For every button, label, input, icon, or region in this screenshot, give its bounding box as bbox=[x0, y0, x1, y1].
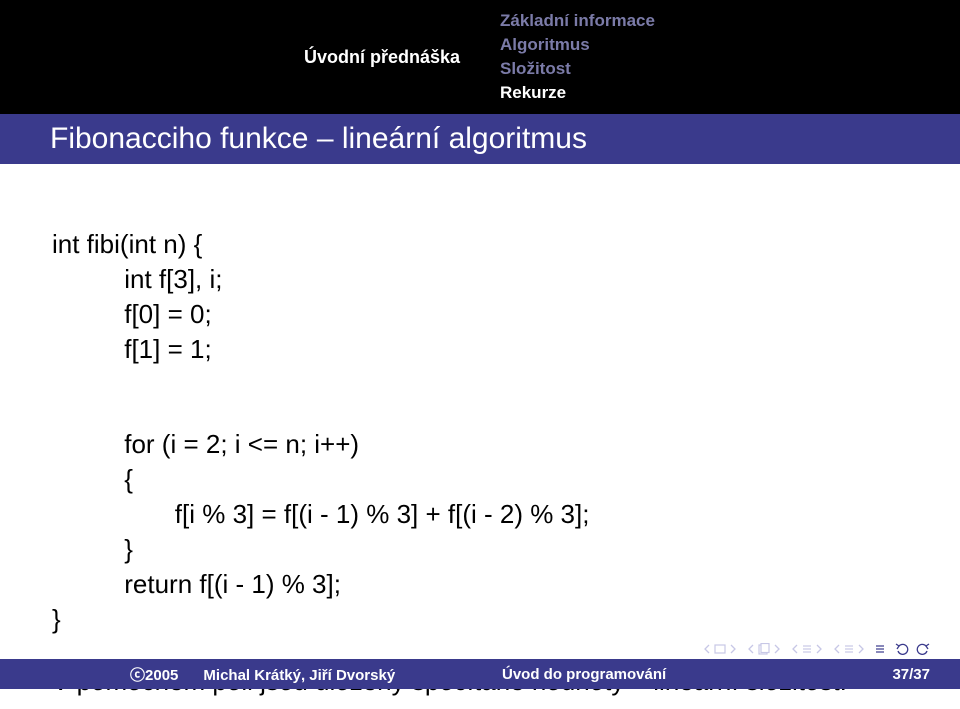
nav-doc-icon bbox=[758, 643, 770, 655]
slide-title: Fibonacciho funkce – lineární algoritmus bbox=[50, 122, 587, 156]
breadcrumb-item-active: Rekurze bbox=[500, 81, 960, 105]
blank-line bbox=[52, 367, 908, 391]
code-block: int fibi(int n) { int f[3], i; f[0] = 0;… bbox=[52, 192, 908, 637]
slide-header: Úvodní přednáška Základní informace Algo… bbox=[0, 0, 960, 114]
copyright-icon: ⓒ bbox=[130, 667, 145, 684]
nav-back-group[interactable] bbox=[895, 643, 930, 655]
nav-prev-icon bbox=[703, 644, 711, 654]
code-line: return f[(i - 1) % 3]; bbox=[52, 569, 341, 599]
nav-end-group[interactable] bbox=[875, 644, 885, 654]
header-breadcrumbs: Základní informace Algoritmus Složitost … bbox=[480, 0, 960, 114]
code-line: } bbox=[52, 534, 133, 564]
nav-redo-icon bbox=[914, 643, 930, 655]
slide-footer: ⓒ2005 Michal Krátký, Jiří Dvorský Úvod d… bbox=[0, 659, 960, 689]
nav-lines-icon bbox=[875, 644, 885, 654]
breadcrumb-item: Základní informace bbox=[500, 9, 960, 33]
nav-undo-icon bbox=[895, 643, 911, 655]
footer-course: Úvod do programování bbox=[502, 666, 666, 683]
breadcrumb-item: Složitost bbox=[500, 57, 960, 81]
nav-next-icon bbox=[857, 644, 865, 654]
nav-prev-icon bbox=[791, 644, 799, 654]
code-line: { bbox=[52, 464, 133, 494]
nav-prev-icon bbox=[747, 644, 755, 654]
footer-authors: Michal Krátký, Jiří Dvorský bbox=[203, 667, 395, 684]
slide-content: int fibi(int n) { int f[3], i; f[0] = 0;… bbox=[0, 164, 960, 709]
footer-left: ⓒ2005 Michal Krátký, Jiří Dvorský bbox=[130, 664, 395, 685]
nav-lines-icon bbox=[802, 644, 812, 654]
code-line: f[1] = 1; bbox=[52, 334, 212, 364]
nav-next-icon bbox=[815, 644, 823, 654]
nav-frame-group[interactable] bbox=[747, 643, 781, 655]
nav-next-icon bbox=[773, 644, 781, 654]
breadcrumb-item: Algoritmus bbox=[500, 33, 960, 57]
nav-frame-icon bbox=[714, 644, 726, 654]
slide-title-band: Fibonacciho funkce – lineární algoritmus bbox=[0, 114, 960, 164]
code-line: f[i % 3] = f[(i - 1) % 3] + f[(i - 2) % … bbox=[52, 499, 589, 529]
beamer-nav bbox=[703, 643, 930, 655]
code-line: for (i = 2; i <= n; i++) bbox=[52, 429, 359, 459]
section-title: Úvodní přednáška bbox=[304, 47, 460, 68]
code-line: int fibi(int n) { bbox=[52, 229, 202, 259]
nav-section-group[interactable] bbox=[791, 644, 823, 654]
header-left: Úvodní přednáška bbox=[0, 0, 480, 114]
code-line: } bbox=[52, 604, 61, 634]
footer-year: 2005 bbox=[145, 667, 178, 684]
nav-prev-icon bbox=[833, 644, 841, 654]
nav-next-icon bbox=[729, 644, 737, 654]
nav-lines-icon bbox=[844, 644, 854, 654]
nav-slide-group[interactable] bbox=[703, 644, 737, 654]
footer-page: 37/37 bbox=[892, 666, 930, 683]
code-line: f[0] = 0; bbox=[52, 299, 212, 329]
code-line: int f[3], i; bbox=[52, 264, 223, 294]
nav-subsection-group[interactable] bbox=[833, 644, 865, 654]
